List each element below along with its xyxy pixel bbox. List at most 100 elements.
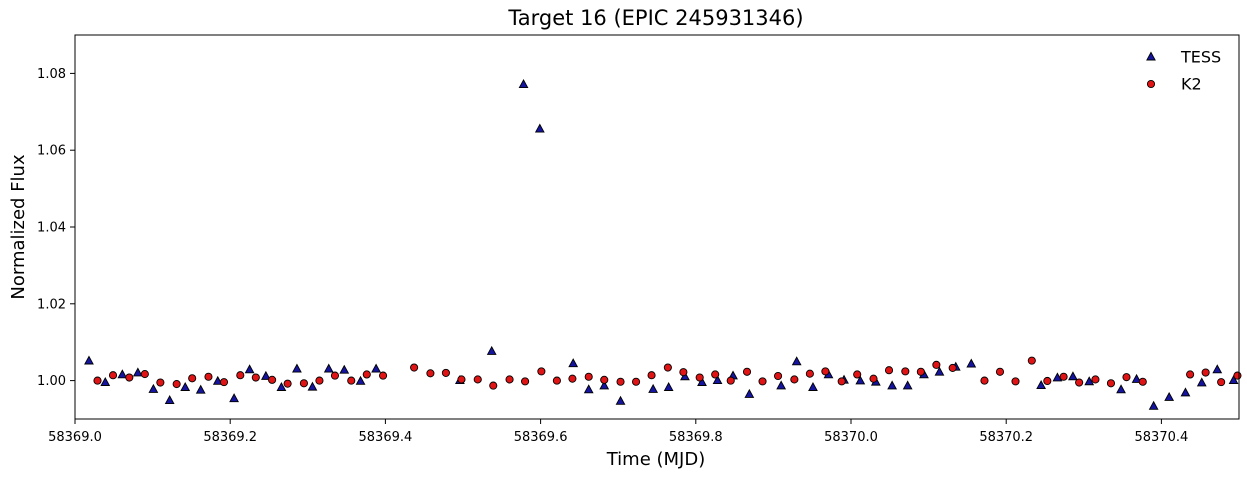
- data-point-k2: [568, 374, 577, 383]
- data-point-tess: [355, 375, 366, 385]
- data-point-k2: [347, 376, 356, 385]
- data-point-tess: [663, 381, 674, 391]
- data-point-k2: [457, 375, 466, 384]
- data-point-k2: [1201, 368, 1210, 377]
- data-point-tess: [339, 364, 350, 374]
- data-point-tess: [934, 366, 945, 376]
- data-point-tess: [615, 395, 626, 405]
- data-point-tess: [117, 369, 128, 379]
- data-point-tess: [1212, 364, 1223, 374]
- data-point-k2: [156, 378, 165, 387]
- data-point-tess: [164, 395, 175, 405]
- data-point-k2: [600, 375, 609, 384]
- data-point-k2: [1217, 378, 1226, 387]
- data-point-tess: [1180, 387, 1191, 397]
- series-tess: [84, 78, 1239, 410]
- data-point-k2: [1186, 370, 1195, 379]
- data-point-k2: [473, 375, 482, 384]
- data-point-k2: [410, 363, 419, 372]
- data-point-tess: [371, 363, 381, 373]
- data-point-k2: [711, 370, 720, 379]
- data-point-tess: [1068, 371, 1078, 381]
- data-point-tess: [1164, 391, 1175, 401]
- y-tick-label: 1.08: [37, 67, 66, 82]
- x-tick-label: 58369.0: [48, 430, 102, 445]
- data-point-k2: [1027, 356, 1036, 365]
- data-point-tess: [180, 381, 191, 391]
- data-point-tess: [1052, 372, 1063, 382]
- data-point-k2: [774, 371, 783, 381]
- data-point-tess: [100, 376, 111, 386]
- x-tick-label: 58370.0: [824, 430, 878, 445]
- data-point-tess: [276, 381, 287, 391]
- data-point-tess: [791, 356, 802, 366]
- x-tick-label: 58369.8: [669, 430, 723, 445]
- data-point-tess: [1084, 376, 1095, 386]
- data-point-tess: [486, 345, 497, 355]
- x-tick-label: 58369.6: [514, 430, 568, 445]
- data-point-tess: [808, 381, 818, 391]
- data-point-tess: [583, 384, 594, 394]
- y-axis: 1.00 1.02 1.04 1.06 1.08: [37, 67, 75, 389]
- data-point-tess: [966, 358, 977, 368]
- data-point-tess: [744, 388, 755, 398]
- data-point-k2: [980, 376, 989, 385]
- legend: TESS K2: [1146, 48, 1221, 94]
- x-tick-label: 58370.2: [979, 430, 1033, 445]
- data-point-k2: [884, 366, 894, 375]
- y-axis-title: Normalized Flux: [8, 154, 29, 300]
- data-point-tess: [1131, 373, 1142, 383]
- data-point-tess: [229, 393, 239, 403]
- data-point-k2: [948, 363, 957, 372]
- y-tick-label: 1.00: [37, 374, 66, 389]
- series-k2: [93, 356, 1242, 390]
- data-point-k2: [140, 370, 149, 379]
- data-point-k2: [726, 376, 735, 385]
- data-point-tess: [599, 380, 610, 390]
- y-tick-label: 1.04: [37, 221, 66, 236]
- data-point-k2: [821, 367, 830, 376]
- data-point-k2: [251, 373, 260, 382]
- data-point-tess: [323, 363, 334, 373]
- data-point-tess: [712, 375, 723, 385]
- legend-label-k2: K2: [1181, 75, 1202, 94]
- data-point-k2: [1233, 371, 1242, 380]
- data-point-k2: [1122, 373, 1131, 382]
- data-point-k2: [552, 376, 561, 385]
- x-tick-label: 58370.4: [1135, 430, 1189, 445]
- data-point-k2: [204, 372, 213, 381]
- data-point-tess: [148, 383, 159, 393]
- data-point-k2: [1043, 376, 1052, 386]
- data-point-k2: [663, 363, 672, 372]
- x-axis-title: Time (MJD): [606, 449, 706, 470]
- data-point-k2: [362, 370, 371, 379]
- data-point-tess: [307, 381, 318, 391]
- data-point-k2: [679, 368, 688, 377]
- data-point-k2: [1075, 378, 1084, 387]
- y-tick-label: 1.06: [37, 144, 66, 159]
- legend-marker-k2: [1146, 79, 1156, 89]
- data-point-tess: [292, 363, 302, 373]
- data-point-k2: [837, 377, 846, 386]
- data-point-k2: [742, 367, 752, 376]
- data-point-k2: [93, 376, 102, 385]
- data-point-tess: [260, 370, 271, 380]
- data-point-tess: [132, 367, 143, 377]
- data-point-tess: [887, 380, 898, 390]
- legend-label-tess: TESS: [1180, 48, 1221, 67]
- data-point-tess: [1196, 377, 1207, 387]
- data-point-tess: [1228, 375, 1239, 385]
- data-point-k2: [916, 367, 925, 376]
- data-point-k2: [236, 371, 245, 380]
- data-point-k2: [616, 377, 625, 386]
- data-point-k2: [584, 372, 593, 381]
- data-point-k2: [219, 378, 229, 387]
- data-point-k2: [537, 367, 546, 376]
- data-point-k2: [1138, 377, 1147, 386]
- data-point-tess: [244, 364, 255, 374]
- data-point-k2: [299, 379, 308, 388]
- data-point-k2: [283, 379, 292, 388]
- data-point-k2: [426, 369, 435, 378]
- data-point-k2: [1091, 375, 1100, 384]
- data-point-tess: [902, 380, 913, 390]
